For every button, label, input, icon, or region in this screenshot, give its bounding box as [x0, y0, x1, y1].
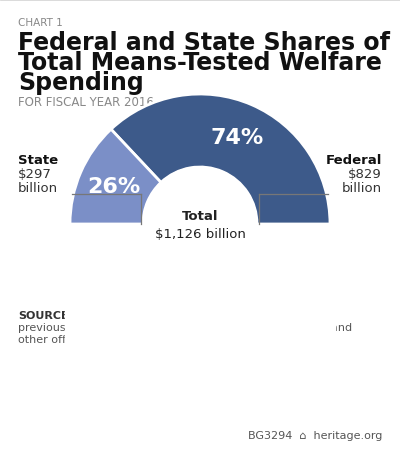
Circle shape	[143, 167, 257, 281]
Text: 26%: 26%	[88, 177, 141, 197]
Text: BG3294  ⌂  heritage.org: BG3294 ⌂ heritage.org	[248, 431, 382, 441]
Text: $829: $829	[348, 168, 382, 181]
Text: other official government sources.: other official government sources.	[18, 335, 210, 345]
Text: 74%: 74%	[210, 128, 264, 148]
Text: CHART 1: CHART 1	[18, 18, 63, 28]
Text: previous Office of Management and Budget documents and: previous Office of Management and Budget…	[18, 323, 352, 333]
Text: $1,126 billion: $1,126 billion	[154, 228, 246, 241]
Wedge shape	[70, 129, 161, 224]
Text: Total Means-Tested Welfare: Total Means-Tested Welfare	[18, 51, 382, 75]
Text: The Heritage Foundation, from current and: The Heritage Foundation, from current an…	[66, 311, 309, 321]
Text: FOR FISCAL YEAR 2016: FOR FISCAL YEAR 2016	[18, 96, 154, 109]
Text: $297: $297	[18, 168, 52, 181]
Text: Federal: Federal	[326, 154, 382, 167]
Text: Spending: Spending	[18, 71, 144, 95]
Text: SOURCE:: SOURCE:	[18, 311, 73, 321]
Text: Total: Total	[182, 209, 218, 223]
Text: State: State	[18, 154, 58, 167]
Text: Federal and State Shares of: Federal and State Shares of	[18, 31, 390, 55]
Text: billion: billion	[342, 182, 382, 195]
Wedge shape	[111, 94, 330, 224]
Text: billion: billion	[18, 182, 58, 195]
Bar	[65, 224, 335, 359]
